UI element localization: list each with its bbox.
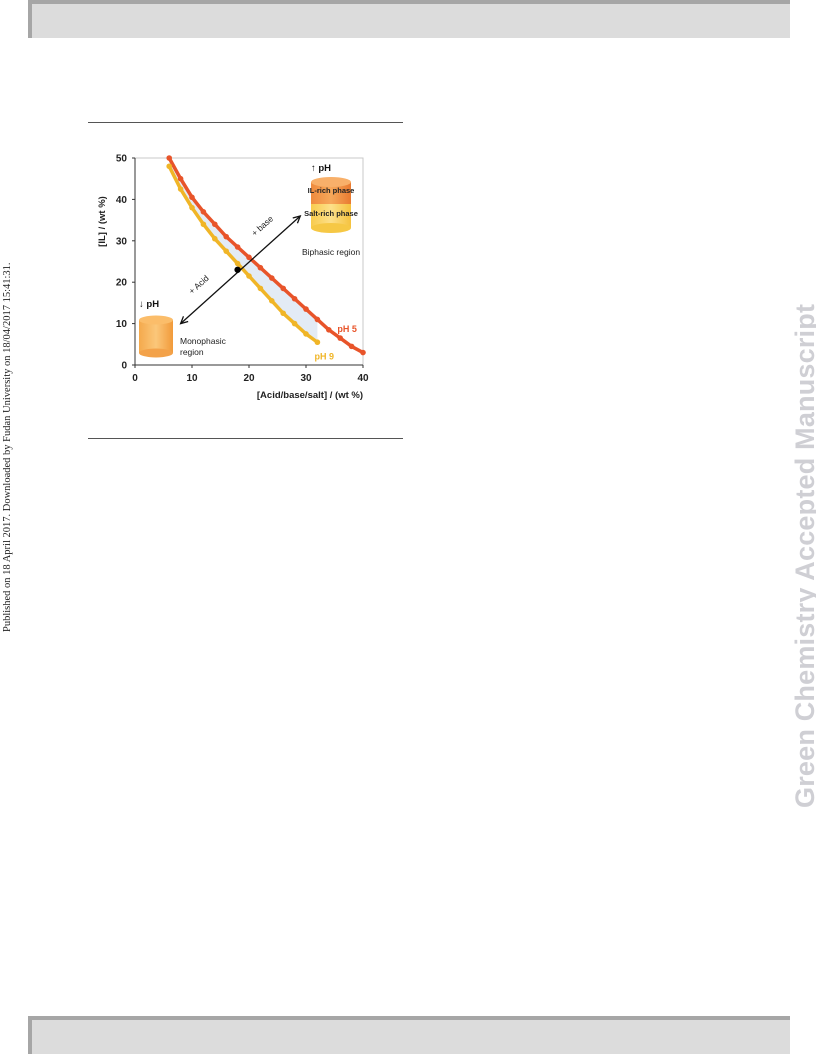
monophasic-cylinder-bottom — [139, 348, 173, 358]
x-axis-label: [Acid/base/salt] / (wt %) — [257, 390, 363, 401]
watermark: Green Chemistry Accepted Manuscript — [790, 304, 816, 828]
ph5-point-9 — [269, 275, 275, 281]
il-rich-label: IL-rich phase — [308, 186, 355, 195]
binodal-band — [169, 158, 318, 343]
figure-bottom-rule — [88, 438, 403, 439]
salt-rich-label: Salt-rich phase — [304, 209, 358, 218]
arrow-head-acid-icon — [179, 316, 189, 325]
ph9-point-13 — [314, 339, 321, 346]
ph9-point-9 — [269, 298, 275, 304]
figure-top-rule — [88, 122, 403, 123]
ph5-point-12 — [303, 306, 309, 312]
publication-note-text: Published on 18 April 2017. Downloaded b… — [2, 262, 13, 632]
ph9-point-12 — [303, 331, 309, 337]
ph5-point-8 — [257, 264, 264, 271]
ph5-point-1 — [177, 175, 184, 182]
ph-down-label: ↓ pH — [139, 299, 159, 310]
x-tick-label-0: 0 — [132, 373, 138, 384]
ph9-point-3 — [200, 221, 207, 228]
x-tick-label-4: 40 — [357, 373, 369, 384]
ph5-point-14 — [326, 327, 332, 333]
ph5-point-4 — [212, 221, 218, 228]
ph5-point-7 — [246, 254, 252, 261]
ph5-point-3 — [200, 209, 207, 215]
watermark-text: Green Chemistry Accepted Manuscript — [790, 303, 816, 808]
monophasic-label-line1: Monophasic — [180, 336, 227, 346]
ph9-point-6 — [234, 260, 241, 267]
arrow-head-base-icon — [292, 214, 302, 224]
y-tick-label-4: 40 — [116, 195, 128, 206]
il-rich-layer — [311, 182, 351, 204]
footer-bar — [28, 1016, 790, 1054]
y-tick-label-5: 50 — [116, 154, 128, 165]
ph5-point-0 — [166, 155, 172, 161]
ph9-point-10 — [280, 310, 286, 317]
ph5-point-17 — [360, 349, 366, 356]
y-tick-label-0: 0 — [121, 361, 127, 372]
y-tick-label-3: 30 — [116, 236, 128, 247]
cylinder-bottom-cap — [311, 223, 351, 233]
ph9-point-0 — [166, 163, 172, 170]
ph5-point-11 — [291, 295, 298, 302]
ph5-point-6 — [234, 244, 241, 250]
y-tick-label-1: 10 — [116, 319, 128, 330]
y-tick-label-2: 20 — [116, 278, 128, 289]
ph5-point-16 — [348, 343, 355, 350]
operating-point — [234, 266, 241, 273]
monophasic-cylinder-top — [139, 315, 173, 325]
ph5-point-5 — [223, 233, 229, 240]
publication-note: Published on 18 April 2017. Downloaded b… — [2, 262, 22, 652]
ph5-point-15 — [337, 335, 343, 341]
ph9-point-2 — [189, 204, 195, 211]
header-bar — [28, 0, 790, 38]
x-tick-label-2: 20 — [243, 373, 255, 384]
x-tick-label-3: 30 — [300, 373, 312, 384]
ph5-point-13 — [314, 316, 321, 323]
ph9-point-5 — [223, 248, 229, 254]
ph-up-label: ↑ pH — [311, 163, 331, 174]
ph9-point-7 — [246, 273, 252, 279]
ph9-point-4 — [212, 235, 218, 242]
biphasic-label: Biphasic region — [302, 247, 360, 257]
ph9-point-1 — [177, 186, 184, 192]
monophasic-label-line2: region — [180, 347, 204, 357]
series-ph5-label: pH 5 — [337, 324, 357, 334]
monophasic-cylinder-body — [139, 320, 173, 353]
y-axis-label: [IL] / (wt %) — [97, 196, 108, 247]
ph5-point-10 — [280, 285, 286, 292]
x-tick-label-1: 10 — [186, 373, 198, 384]
phase-diagram-chart: 0 10 20 30 40 0 10 20 30 40 50 [Acid/base/salt] / (… — [97, 154, 369, 402]
ph9-point-8 — [257, 285, 264, 292]
ph9-point-11 — [291, 320, 298, 327]
ph5-point-2 — [189, 194, 195, 201]
figure: 0 10 20 30 40 0 10 20 30 40 50 [Acid/base/salt] / (… — [88, 140, 388, 415]
cylinder-top-cap — [311, 177, 351, 187]
series-ph9-label: pH 9 — [315, 352, 335, 362]
